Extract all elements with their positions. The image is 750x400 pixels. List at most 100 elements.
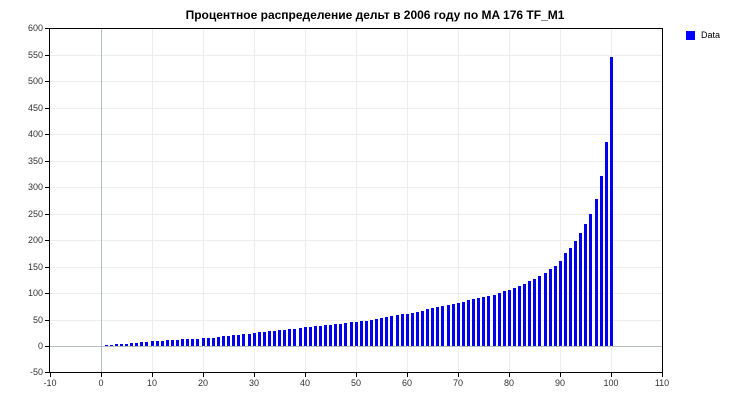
bar: [431, 308, 434, 346]
bar: [554, 266, 557, 346]
y-tick-mark: [45, 372, 49, 373]
bar: [375, 319, 378, 346]
bar: [421, 311, 424, 346]
bar: [538, 276, 541, 346]
bar: [528, 281, 531, 346]
grid-line-v: [101, 29, 102, 372]
y-tick-label: 0: [37, 341, 43, 351]
bar: [334, 324, 337, 346]
bar: [569, 248, 572, 346]
y-tick-mark: [45, 214, 49, 215]
bar: [212, 338, 215, 346]
bar: [360, 321, 363, 346]
bar: [140, 342, 143, 346]
grid-line-v: [254, 29, 255, 372]
bar: [549, 269, 552, 346]
bar: [181, 339, 184, 346]
y-tick-mark: [45, 28, 49, 29]
bar: [533, 279, 536, 346]
y-tick-label: 400: [27, 129, 43, 139]
bar: [462, 302, 465, 346]
x-tick-mark: [458, 373, 459, 377]
x-tick-label: 100: [603, 378, 619, 388]
y-tick-mark: [45, 108, 49, 109]
bar: [355, 322, 358, 346]
bar: [579, 233, 582, 346]
y-tick-label: 350: [27, 156, 43, 166]
bar: [278, 330, 281, 346]
x-tick-mark: [560, 373, 561, 377]
bar: [589, 214, 592, 346]
x-tick-mark: [509, 373, 510, 377]
bar: [487, 296, 490, 346]
y-tick-mark: [45, 240, 49, 241]
x-tick-mark: [50, 373, 51, 377]
bar: [406, 314, 409, 346]
y-tick-label: 550: [27, 50, 43, 60]
bar: [544, 273, 547, 346]
bar: [135, 343, 138, 346]
x-tick-mark: [101, 373, 102, 377]
y-tick-mark: [45, 293, 49, 294]
bar: [467, 300, 470, 346]
bar: [145, 342, 148, 346]
bar: [523, 284, 526, 346]
x-tick-label: 0: [98, 378, 104, 388]
x-tick-label: 20: [197, 378, 208, 388]
y-tick-mark: [45, 187, 49, 188]
bar: [350, 322, 353, 346]
bar: [202, 338, 205, 346]
x-tick-mark: [611, 373, 612, 377]
bar: [605, 142, 608, 346]
bar: [120, 344, 123, 346]
x-tick-mark: [203, 373, 204, 377]
bar: [344, 323, 347, 346]
x-tick-label: 90: [554, 378, 565, 388]
bar: [498, 293, 501, 346]
bar: [273, 331, 276, 346]
bar: [584, 224, 587, 346]
grid-line-v: [356, 29, 357, 372]
bar: [559, 261, 562, 346]
x-tick-label: 110: [654, 378, 670, 388]
y-tick-label: 200: [27, 235, 43, 245]
y-tick-mark: [45, 346, 49, 347]
x-tick-label: -10: [43, 378, 57, 388]
bar: [242, 334, 245, 346]
bar: [493, 295, 496, 346]
bar: [482, 297, 485, 346]
bar: [416, 312, 419, 346]
bar: [329, 325, 332, 346]
x-tick-label: 70: [452, 378, 463, 388]
bar: [125, 344, 128, 346]
x-tick-mark: [254, 373, 255, 377]
grid-line-v: [305, 29, 306, 372]
bar: [600, 176, 603, 346]
bar: [452, 304, 455, 346]
bar: [258, 332, 261, 346]
legend-swatch-icon: [686, 31, 695, 40]
bar: [207, 338, 210, 346]
bar: [610, 57, 613, 346]
bar: [237, 335, 240, 346]
bar: [564, 253, 567, 346]
bar: [299, 328, 302, 346]
y-tick-label: 150: [27, 262, 43, 272]
bar: [324, 325, 327, 346]
y-tick-label: 600: [27, 23, 43, 33]
bar: [217, 337, 220, 346]
x-tick-mark: [152, 373, 153, 377]
bar: [380, 318, 383, 346]
bar: [288, 329, 291, 346]
x-tick-mark: [305, 373, 306, 377]
x-tick-mark: [662, 373, 663, 377]
y-tick-label: 300: [27, 182, 43, 192]
bar: [447, 305, 450, 346]
bar: [115, 344, 118, 346]
y-tick-label: 450: [27, 103, 43, 113]
x-tick-label: 50: [350, 378, 361, 388]
bar: [314, 326, 317, 346]
bar: [441, 306, 444, 346]
y-tick-mark: [45, 320, 49, 321]
bar: [457, 303, 460, 346]
